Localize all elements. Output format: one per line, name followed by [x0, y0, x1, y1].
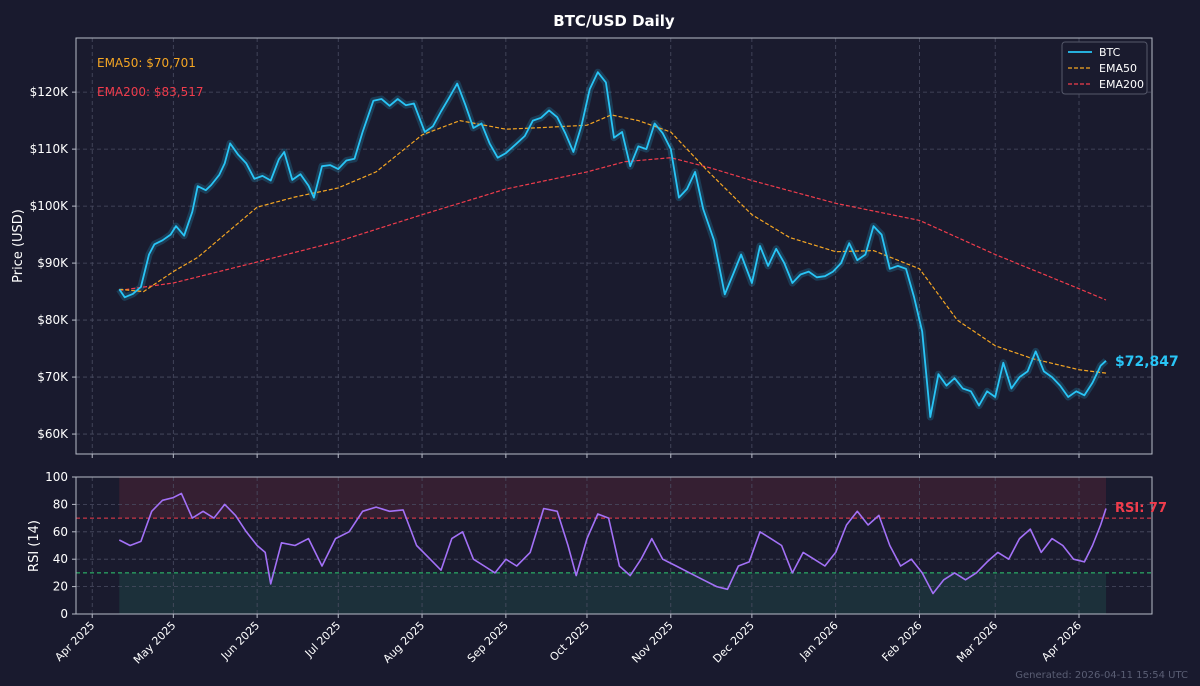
- price-y-tick-label: $100K: [30, 199, 70, 213]
- btc-price-line: [118, 71, 1107, 418]
- price-y-tick-label: $90K: [37, 256, 69, 270]
- legend: BTC EMA50 EMA200: [1061, 41, 1148, 95]
- rsi-oversold-zone: [119, 572, 1107, 614]
- price-y-axis-label: Price (USD): [11, 209, 26, 283]
- last-price-label: $72,847: [1115, 354, 1179, 370]
- price-y-ticks: $60K $70K $80K $90K $100K $110K $120K: [30, 85, 76, 441]
- rsi-panel: 0 20 40 60 80 100 RSI (14) RSI: 77: [27, 470, 1167, 621]
- legend-label-btc: BTC: [1099, 46, 1121, 59]
- rsi-y-tick-label: 0: [60, 607, 68, 621]
- price-panel: $60K $70K $80K $90K $100K $110K $120K Price (U…: [11, 37, 1179, 455]
- price-y-tick-label: $60K: [37, 427, 69, 441]
- price-plot-border: [75, 37, 1153, 455]
- rsi-y-axis-label: RSI (14): [27, 520, 42, 572]
- rsi-grid: [76, 477, 1152, 614]
- rsi-series: [118, 492, 1107, 595]
- rsi-y-tick-label: 40: [53, 552, 68, 566]
- ema200-value-annotation: EMA200: $83,517: [97, 85, 204, 99]
- legend-box: [1061, 41, 1148, 95]
- chart-title: BTC/USD Daily: [553, 12, 675, 30]
- rsi-y-tick-label: 20: [53, 580, 68, 594]
- rsi-overbought-zone: [119, 477, 1107, 519]
- price-grid: [76, 38, 1152, 454]
- price-y-tick-label: $80K: [37, 313, 69, 327]
- rsi-line: [118, 492, 1107, 595]
- ema50-line: [119, 114, 1107, 374]
- price-plot-area: [76, 38, 1152, 454]
- price-y-tick-label: $110K: [30, 142, 70, 156]
- generated-timestamp: Generated: 2026-04-11 15:54 UTC: [1015, 670, 1188, 681]
- rsi-last-value-label: RSI: 77: [1115, 501, 1167, 516]
- price-y-tick-label: $120K: [30, 85, 70, 99]
- rsi-y-ticks: 0 20 40 60 80 100: [45, 470, 76, 621]
- ema200-line: [119, 157, 1107, 301]
- price-series: [116, 68, 1109, 421]
- price-y-tick-label: $70K: [37, 370, 69, 384]
- ema50-value-annotation: EMA50: $70,701: [97, 56, 196, 70]
- rsi-y-tick-label: 80: [53, 497, 68, 511]
- rsi-plot-border: [75, 476, 1153, 615]
- rsi-y-tick-label: 60: [53, 525, 68, 539]
- legend-label-ema200: EMA200: [1099, 78, 1144, 91]
- rsi-y-tick-label: 100: [45, 470, 68, 484]
- legend-label-ema50: EMA50: [1099, 62, 1137, 75]
